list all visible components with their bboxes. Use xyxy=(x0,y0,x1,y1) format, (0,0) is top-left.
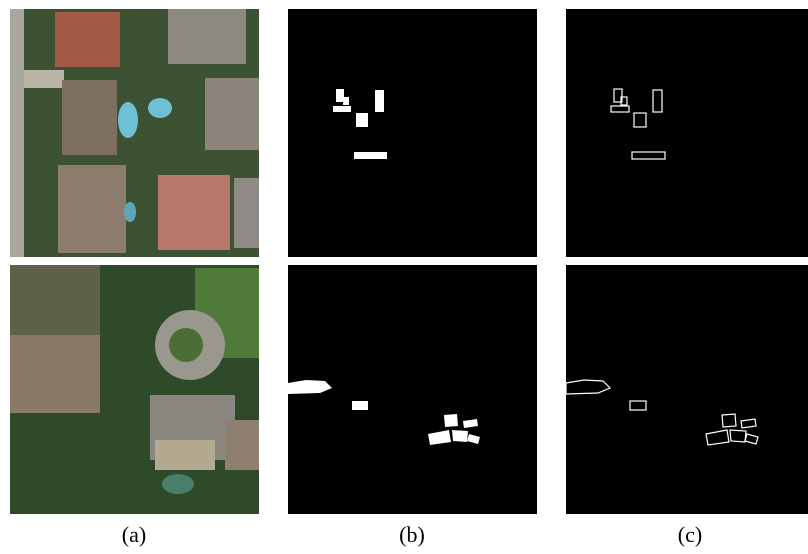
mask-top xyxy=(288,9,537,257)
panel-label: (b) xyxy=(399,522,425,547)
roof xyxy=(10,335,100,413)
building xyxy=(343,97,349,105)
patio xyxy=(155,440,215,470)
outline-background xyxy=(566,265,808,514)
outline-background xyxy=(566,9,808,257)
pool xyxy=(124,202,136,222)
mask-bottom xyxy=(288,265,537,514)
aerial-image-bottom xyxy=(10,265,259,514)
road xyxy=(10,9,24,257)
panel-label: (a) xyxy=(122,522,146,547)
roof xyxy=(225,420,259,470)
building xyxy=(352,401,368,410)
building xyxy=(333,106,351,112)
outline-top xyxy=(566,9,808,257)
outline-bottom xyxy=(566,265,808,514)
roof xyxy=(168,9,246,64)
building xyxy=(452,430,468,442)
building xyxy=(336,89,344,102)
pool xyxy=(118,102,138,138)
aerial-image-top xyxy=(10,9,259,257)
roof xyxy=(62,80,117,155)
page: (a) (b) (c) (() => { const data = JSON.p… xyxy=(0,0,808,554)
roof xyxy=(205,78,259,150)
yard xyxy=(10,265,100,335)
building xyxy=(354,152,387,159)
panel-label: (c) xyxy=(678,522,702,547)
building xyxy=(444,414,458,427)
roof xyxy=(55,12,120,67)
pool xyxy=(148,98,172,118)
driveway xyxy=(24,70,64,88)
island xyxy=(169,328,203,362)
figure: (a) (b) (c) xyxy=(0,0,808,554)
pool xyxy=(162,474,194,494)
building xyxy=(356,113,368,127)
roof xyxy=(234,178,259,248)
building xyxy=(375,90,384,112)
roof xyxy=(158,175,230,250)
mask-background xyxy=(288,9,537,257)
roof xyxy=(58,165,126,253)
